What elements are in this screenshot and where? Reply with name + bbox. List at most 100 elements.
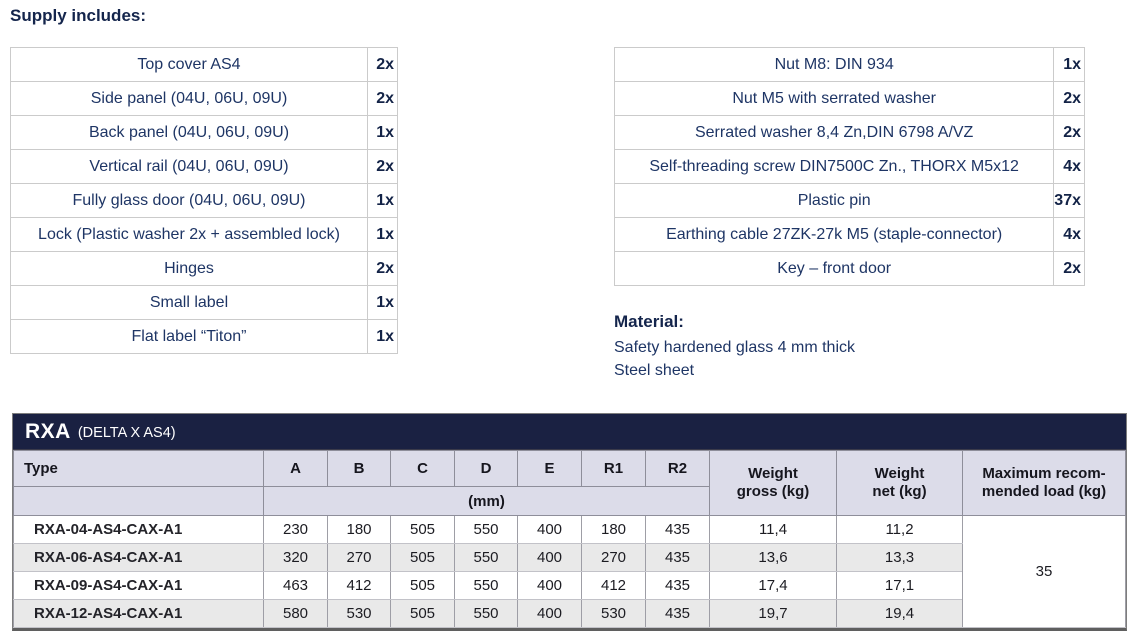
col-header-weight-gross-line2: gross (kg)	[736, 483, 810, 500]
rxa-header-row: Type A B C D E R1 R2 Weight gross (kg) W…	[13, 450, 1126, 516]
cell-r1: 180	[581, 515, 646, 544]
supply-item-label: Small label	[10, 285, 368, 320]
supply-item-label: Nut M5 with serrated washer	[613, 81, 1055, 116]
supply-row: Lock (Plastic washer 2x + assembled lock…	[10, 217, 398, 252]
cell-c: 505	[390, 599, 455, 628]
supply-item-qty: 1x	[367, 285, 398, 320]
col-header-weight-net: Weight net (kg)	[836, 450, 963, 516]
cell-d: 550	[454, 543, 518, 572]
supply-row: Back panel (04U, 06U, 09U) 1x	[10, 115, 398, 150]
supply-row: Serrated washer 8,4 Zn,DIN 6798 A/VZ 2x	[613, 115, 1085, 150]
rxa-subtitle: (DELTA X AS4)	[77, 424, 176, 441]
supply-item-qty: 2x	[367, 251, 398, 286]
cell-weight-net: 11,2	[836, 515, 963, 544]
cell-e: 400	[517, 571, 582, 600]
col-header-weight-gross-line1: Weight	[748, 465, 798, 482]
supply-item-qty: 1x	[367, 115, 398, 150]
col-header-c: C	[390, 450, 455, 487]
supply-item-qty: 1x	[367, 217, 398, 252]
col-header-weight-net-line1: Weight	[874, 465, 925, 482]
cell-weight-net: 17,1	[836, 571, 963, 600]
col-header-r1: R1	[581, 450, 646, 487]
supply-item-label: Key – front door	[613, 251, 1055, 286]
unit-row-empty-cell	[13, 486, 264, 516]
cell-r2: 435	[645, 571, 710, 600]
cell-d: 550	[454, 599, 518, 628]
col-header-e: E	[517, 450, 582, 487]
cell-b: 180	[327, 515, 391, 544]
cell-r2: 435	[645, 515, 710, 544]
supply-row: Top cover AS4 2x	[10, 47, 398, 82]
cell-d: 550	[454, 515, 518, 544]
cell-b: 270	[327, 543, 391, 572]
supply-item-qty: 2x	[1053, 251, 1085, 286]
table-row: RXA-09-AS4-CAX-A1 463 412 505 550 400 41…	[13, 571, 1126, 600]
supply-item-qty: 1x	[367, 183, 398, 218]
cell-r2: 435	[645, 543, 710, 572]
cell-d: 550	[454, 571, 518, 600]
supply-row: Key – front door 2x	[613, 251, 1085, 286]
col-header-type: Type	[13, 450, 264, 487]
cell-weight-net: 19,4	[836, 599, 963, 628]
cell-e: 400	[517, 599, 582, 628]
supply-item-qty: 4x	[1053, 217, 1085, 252]
supply-item-label: Back panel (04U, 06U, 09U)	[10, 115, 368, 150]
cell-a: 463	[263, 571, 328, 600]
supply-row: Hinges 2x	[10, 251, 398, 286]
col-header-r2: R2	[645, 450, 710, 487]
material-heading: Material:	[614, 312, 684, 331]
col-header-b: B	[327, 450, 391, 487]
supply-item-label: Flat label “Titon”	[10, 319, 368, 354]
cell-e: 400	[517, 515, 582, 544]
supply-item-qty: 2x	[367, 149, 398, 184]
rxa-title-bar: RXA (DELTA X AS4)	[13, 414, 1126, 450]
supply-item-label: Top cover AS4	[10, 47, 368, 82]
supply-item-label: Nut M8: DIN 934	[613, 47, 1055, 82]
col-header-weight-net-line2: net (kg)	[872, 483, 927, 500]
material-line: Steel sheet	[614, 362, 695, 379]
supply-item-qty: 2x	[1053, 115, 1085, 150]
supply-row: Plastic pin 37x	[613, 183, 1085, 218]
supply-table-right: Nut M8: DIN 934 1x Nut M5 with serrated w…	[613, 47, 1085, 286]
unit-label-mm: (mm)	[263, 486, 710, 516]
table-row: RXA-06-AS4-CAX-A1 320 270 505 550 400 27…	[13, 543, 1126, 572]
supply-item-label: Lock (Plastic washer 2x + assembled lock…	[10, 217, 368, 252]
supply-item-label: Self-threading screw DIN7500C Zn., THORX…	[613, 149, 1055, 184]
cell-a: 320	[263, 543, 328, 572]
supply-row: Small label 1x	[10, 285, 398, 320]
supply-item-label: Serrated washer 8,4 Zn,DIN 6798 A/VZ	[613, 115, 1055, 150]
table-row: RXA-12-AS4-CAX-A1 580 530 505 550 400 53…	[13, 599, 1126, 628]
rxa-spec-table: RXA (DELTA X AS4) Type A B C D E R1 R2	[12, 413, 1127, 631]
col-header-d: D	[454, 450, 518, 487]
cell-c: 505	[390, 543, 455, 572]
col-header-a: A	[263, 450, 328, 487]
supply-item-qty: 2x	[367, 81, 398, 116]
cell-r1: 412	[581, 571, 646, 600]
cell-e: 400	[517, 543, 582, 572]
cell-weight-gross: 19,7	[709, 599, 837, 628]
cell-b: 530	[327, 599, 391, 628]
supply-row: Side panel (04U, 06U, 09U) 2x	[10, 81, 398, 116]
cell-weight-net: 13,3	[836, 543, 963, 572]
supply-item-label: Earthing cable 27ZK-27k M5 (staple-conne…	[613, 217, 1055, 252]
supply-item-label: Vertical rail (04U, 06U, 09U)	[10, 149, 368, 184]
cell-c: 505	[390, 515, 455, 544]
supply-row: Fully glass door (04U, 06U, 09U) 1x	[10, 183, 398, 218]
supply-item-label: Hinges	[10, 251, 368, 286]
cell-weight-gross: 11,4	[709, 515, 837, 544]
table-row: RXA-04-AS4-CAX-A1 230 180 505 550 400 18…	[13, 515, 1126, 628]
supply-row: Flat label “Titon” 1x	[10, 319, 398, 354]
cell-max-load: 35	[962, 515, 1126, 628]
cell-type: RXA-12-AS4-CAX-A1	[13, 599, 264, 628]
cell-r2: 435	[645, 599, 710, 628]
supply-item-qty: 1x	[1053, 47, 1085, 82]
col-header-max-load-line2: mended load (kg)	[981, 483, 1107, 500]
material-section: Material: Safety hardened glass 4 mm thi…	[614, 312, 855, 382]
cell-a: 580	[263, 599, 328, 628]
supply-item-label: Fully glass door (04U, 06U, 09U)	[10, 183, 368, 218]
supply-item-qty: 37x	[1053, 183, 1085, 218]
supply-row: Nut M5 with serrated washer 2x	[613, 81, 1085, 116]
supply-item-label: Side panel (04U, 06U, 09U)	[10, 81, 368, 116]
col-header-weight-gross: Weight gross (kg)	[709, 450, 837, 516]
